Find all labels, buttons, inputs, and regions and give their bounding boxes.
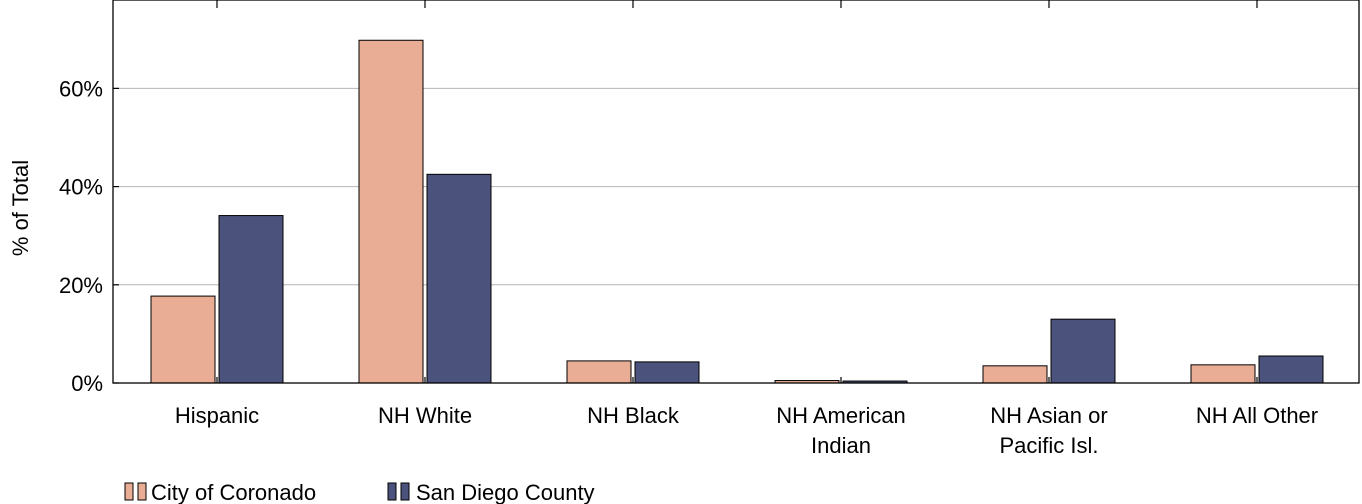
- bars: [150, 39, 1324, 384]
- y-tick-label: 40%: [59, 175, 103, 200]
- bar-san-diego-county: [1050, 318, 1116, 384]
- x-tick-label: NH Black: [587, 403, 680, 428]
- bar-san-diego-county: [426, 173, 492, 384]
- x-tick-label: NH White: [378, 403, 472, 428]
- y-ticks: 0% 20% 40% 60%: [59, 76, 119, 396]
- plot-frame: [112, 0, 1360, 384]
- bar-san-diego-county: [634, 361, 700, 384]
- legend-label: City of Coronado: [151, 480, 316, 504]
- legend-swatch: [124, 482, 134, 501]
- grid-lines: [113, 87, 1359, 286]
- bar-san-diego-county: [218, 215, 284, 384]
- bar-city-of-coronado: [150, 295, 216, 384]
- y-tick-label: 60%: [59, 76, 103, 101]
- x-tick-label: NH Asian or Pacific Isl.: [990, 403, 1107, 458]
- legend-label: San Diego County: [416, 480, 595, 504]
- bar-san-diego-county: [1258, 355, 1324, 384]
- x-ticks: Hispanic NH White NH Black NH American India…: [175, 0, 1318, 458]
- legend-swatch: [387, 482, 397, 501]
- y-tick-label: 20%: [59, 273, 103, 298]
- bar-city-of-coronado: [566, 360, 632, 384]
- y-axis-title: % of Total: [8, 160, 33, 256]
- x-tick-label: Hispanic: [175, 403, 259, 428]
- bar-city-of-coronado: [358, 39, 424, 384]
- x-tick-label: NH American Indian: [776, 403, 906, 458]
- bar-city-of-coronado: [1190, 364, 1256, 384]
- legend-swatch: [400, 482, 410, 501]
- legend: City of Coronado San Diego County: [124, 480, 595, 504]
- y-tick-label: 0%: [71, 371, 103, 396]
- x-tick-label: NH All Other: [1196, 403, 1318, 428]
- bar-city-of-coronado: [982, 365, 1048, 384]
- legend-swatch: [137, 482, 147, 501]
